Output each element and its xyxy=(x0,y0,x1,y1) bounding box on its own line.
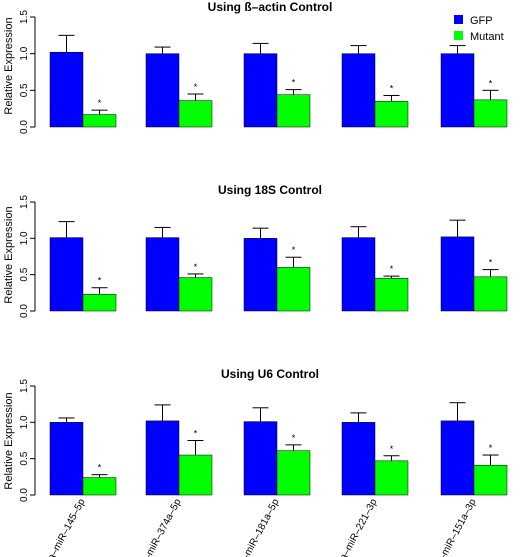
panel-title: Using ß–actin Control xyxy=(208,0,333,14)
bar-mutant xyxy=(178,277,213,312)
significance-marker: * xyxy=(98,276,102,286)
bar-gfp xyxy=(440,420,475,496)
bar-gfp xyxy=(243,53,278,128)
bar-gfp xyxy=(145,420,180,496)
y-tick-label: 0.5 xyxy=(19,267,30,281)
bar-mutant xyxy=(473,464,508,496)
significance-marker: * xyxy=(292,433,296,443)
x-tick-label: hsa–miR–151a–3p xyxy=(430,497,479,557)
y-tick-label: 0.5 xyxy=(19,451,30,465)
x-tick-label: hsa–miR–221–3p xyxy=(333,497,380,557)
bar-gfp xyxy=(49,51,84,128)
bar-mutant xyxy=(276,94,311,128)
significance-marker: * xyxy=(194,82,198,92)
legend: GFP Mutant xyxy=(454,15,504,43)
bar-gfp xyxy=(341,422,376,496)
bar-mutant xyxy=(82,114,117,128)
bar-gfp xyxy=(145,237,180,312)
y-tick-label: 0.0 xyxy=(19,120,30,134)
significance-marker: * xyxy=(292,245,296,255)
y-tick-label: 1.0 xyxy=(19,46,30,60)
significance-marker: * xyxy=(292,78,296,88)
y-axis-label: Relative Expression xyxy=(3,392,15,489)
bar-mutant xyxy=(374,101,409,128)
legend-swatch-mutant xyxy=(454,31,463,40)
legend-label-mutant: Mutant xyxy=(470,31,504,43)
significance-marker: * xyxy=(390,264,394,274)
y-tick-label: 1.5 xyxy=(19,10,30,24)
legend-label-gfp: GFP xyxy=(470,15,493,27)
panel-title: Using U6 Control xyxy=(221,367,319,381)
x-tick-label: hsa–miR–374a–5p xyxy=(135,497,184,557)
bar-gfp xyxy=(243,421,278,496)
bar-mutant xyxy=(473,276,508,312)
y-axis-label: Relative Expression xyxy=(3,206,15,303)
panel-u6: Using U6 Control Relative Expression 0.0… xyxy=(3,367,508,557)
y-tick-label: 1.5 xyxy=(19,379,30,393)
y-tick-label: 0.0 xyxy=(19,488,30,502)
significance-marker: * xyxy=(489,258,493,268)
y-axis-label: Relative Expression xyxy=(3,17,15,114)
x-tick-label: hsa–miR–145–5p xyxy=(41,497,88,557)
bar-gfp xyxy=(49,237,84,312)
bar-gfp xyxy=(341,237,376,312)
bar-mutant xyxy=(178,454,213,496)
legend-swatch-gfp xyxy=(454,15,463,24)
panel-18s: Using 18S Control Relative Expression 0.… xyxy=(3,183,508,318)
bar-mutant xyxy=(276,267,311,312)
significance-marker: * xyxy=(489,443,493,453)
x-tick-label: hsa–miR–181a–5p xyxy=(233,497,282,557)
significance-marker: * xyxy=(98,463,102,473)
y-tick-label: 0.0 xyxy=(19,304,30,318)
panel-title: Using 18S Control xyxy=(218,183,322,197)
significance-marker: * xyxy=(194,262,198,272)
y-tick-label: 1.5 xyxy=(19,195,30,209)
significance-marker: * xyxy=(489,78,493,88)
y-tick-label: 1.0 xyxy=(19,415,30,429)
bar-mutant xyxy=(473,99,508,128)
panel-beta-actin: Using ß–actin Control Relative Expressio… xyxy=(3,0,508,134)
bar-gfp xyxy=(243,238,278,312)
bar-mutant xyxy=(82,294,117,312)
bar-mutant xyxy=(276,450,311,496)
significance-marker: * xyxy=(390,83,394,93)
significance-marker: * xyxy=(98,98,102,108)
bar-mutant xyxy=(82,477,117,496)
bar-gfp xyxy=(440,236,475,312)
bar-gfp xyxy=(145,53,180,128)
bar-mutant xyxy=(178,100,213,128)
bar-mutant xyxy=(374,460,409,496)
y-tick-label: 1.0 xyxy=(19,231,30,245)
bar-gfp xyxy=(341,53,376,128)
bar-gfp xyxy=(440,53,475,128)
significance-marker: * xyxy=(194,429,198,439)
bar-mutant xyxy=(374,278,409,312)
bar-gfp xyxy=(49,422,84,496)
significance-marker: * xyxy=(390,444,394,454)
y-tick-label: 0.5 xyxy=(19,83,30,97)
